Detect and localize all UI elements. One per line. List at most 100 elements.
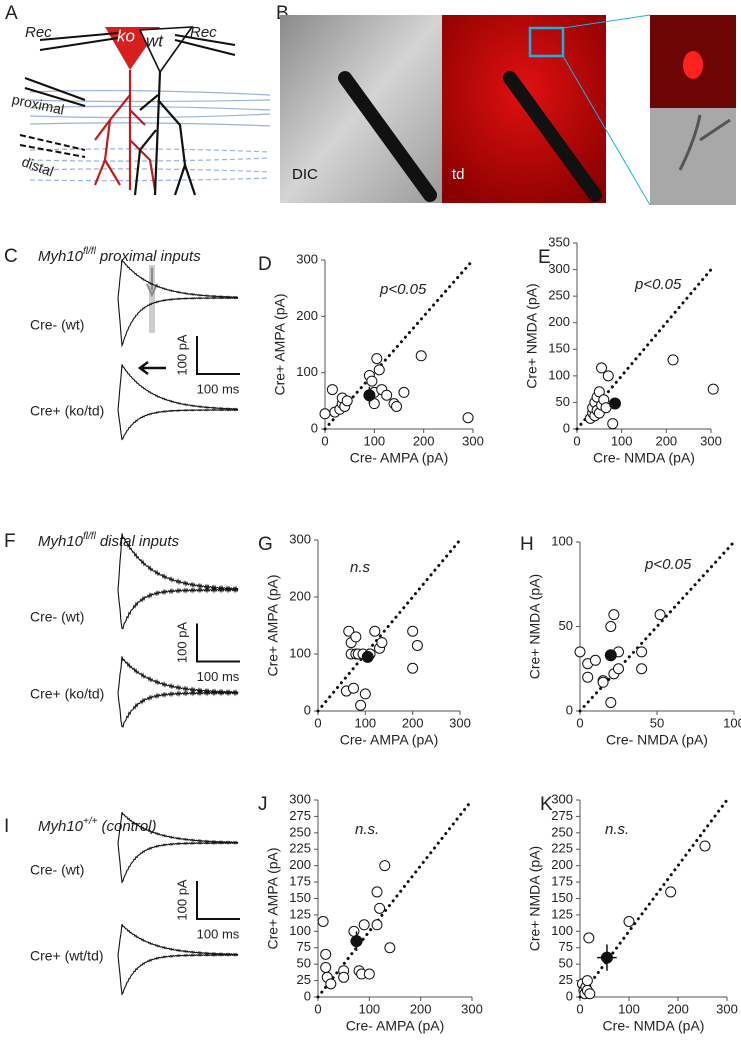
x-tick-label: 50 [650,715,664,730]
x-tick-label: 300 [700,433,722,448]
title-part: Myh10 [38,248,84,265]
y-axis-label: Cre+ AMPA (pA) [265,847,281,949]
panel-a: A Rec ko wt Rec proximal distal [5,3,271,196]
y-tick-label: 100 [289,645,311,660]
panel-title: Myh10fl/fl proximal inputs [38,246,201,265]
y-tick-label: 200 [289,588,311,603]
x-tick-label: 100 [611,433,633,448]
panel-title: Myh10+/+ (control) [38,816,157,835]
point [376,637,388,649]
y-tick-label: 200 [289,857,311,872]
identity-line [316,538,462,713]
point [415,350,427,362]
distal-label: distal [20,153,56,179]
dic-label: DIC [292,166,318,183]
x-tick-label: 200 [413,433,435,448]
trace [117,953,239,996]
y-tick-label: 50 [559,618,573,633]
y-tick-label: 150 [551,890,573,905]
point [707,383,719,395]
scale-bar [196,623,240,663]
point [350,631,362,643]
y-tick-label: 50 [556,394,570,409]
x-axis-label: Cre- NMDA (pA) [603,1018,705,1034]
zoom-dic [650,108,736,205]
y-tick-label: 125 [289,906,311,921]
x-axis-label: Cre- AMPA (pA) [346,1018,445,1034]
trace [117,811,239,845]
trace [117,689,239,728]
point [699,840,711,852]
panel-label: E [538,247,551,268]
point [369,625,381,637]
wt-neuron [138,26,194,74]
y-axis-label: Cre+ NMDA (pA) [524,283,540,388]
x-tick-label: 100 [363,433,385,448]
trace-label: Cre+ (ko/td) [30,686,104,702]
y-tick-label: 225 [289,841,311,856]
y-tick-label: 200 [551,857,573,872]
y-tick-label: 300 [551,791,573,806]
point [355,699,367,711]
panel-label: C [4,246,18,267]
mean-point [604,649,617,662]
y-tick-label: 50 [297,956,311,971]
point [373,364,385,376]
title-part: fl/fl [83,246,97,257]
point [371,886,383,898]
point [379,860,391,872]
y-tick-label: 100 [551,533,573,548]
rec-label: Rec [25,24,52,41]
x-tick-label: 0 [314,1001,321,1016]
pipette [503,71,602,202]
point [407,625,419,637]
x-tick-label: 300 [461,1001,483,1016]
x-axis-label: Cre- NMDA (pA) [593,450,695,466]
y-tick-label: 75 [297,939,311,954]
mean-point [608,397,621,410]
point [583,932,595,944]
title-part: proximal inputs [99,248,201,265]
scale-bar [196,336,240,375]
ko-dendrites [93,70,157,191]
title-part: distal inputs [100,533,180,550]
point [391,400,403,412]
trace [117,364,239,411]
y-tick-label: 0 [304,702,311,717]
point [338,971,350,983]
point [317,915,329,927]
scale-bar [196,881,240,920]
panel-label: J [258,794,268,815]
y-tick-label: 100 [551,923,573,938]
trace-label: Cre+ (wt/td) [30,948,104,964]
point [589,654,601,666]
point [605,621,617,632]
point [584,988,596,1000]
wt-dendrites [133,71,197,196]
title-part: fl/fl [83,531,97,542]
x-tick-label: 100 [723,715,741,730]
x-axis-label: Cre- AMPA (pA) [350,450,449,466]
y-tick-label: 300 [548,261,570,276]
measure-window [149,265,155,333]
point [581,975,593,987]
point [348,682,359,694]
y-tick-label: 0 [566,702,573,717]
panel-title: Myh10fl/fl distal inputs [38,531,180,550]
y-tick-label: 150 [289,890,311,905]
point [636,646,648,658]
point [366,375,378,387]
x-axis-label: Cre- NMDA (pA) [606,732,708,748]
x-tick-label: 300 [716,1001,738,1016]
point [608,609,620,621]
point [462,412,474,424]
panel-label: H [520,534,534,555]
panel-label: K [540,794,553,815]
point [407,662,419,674]
y-tick-label: 250 [551,824,573,839]
x-tick-label: 200 [667,1001,689,1016]
title-part: Myh10 [38,818,84,835]
y-tick-label: 125 [551,906,573,921]
x-tick-label: 200 [655,433,677,448]
